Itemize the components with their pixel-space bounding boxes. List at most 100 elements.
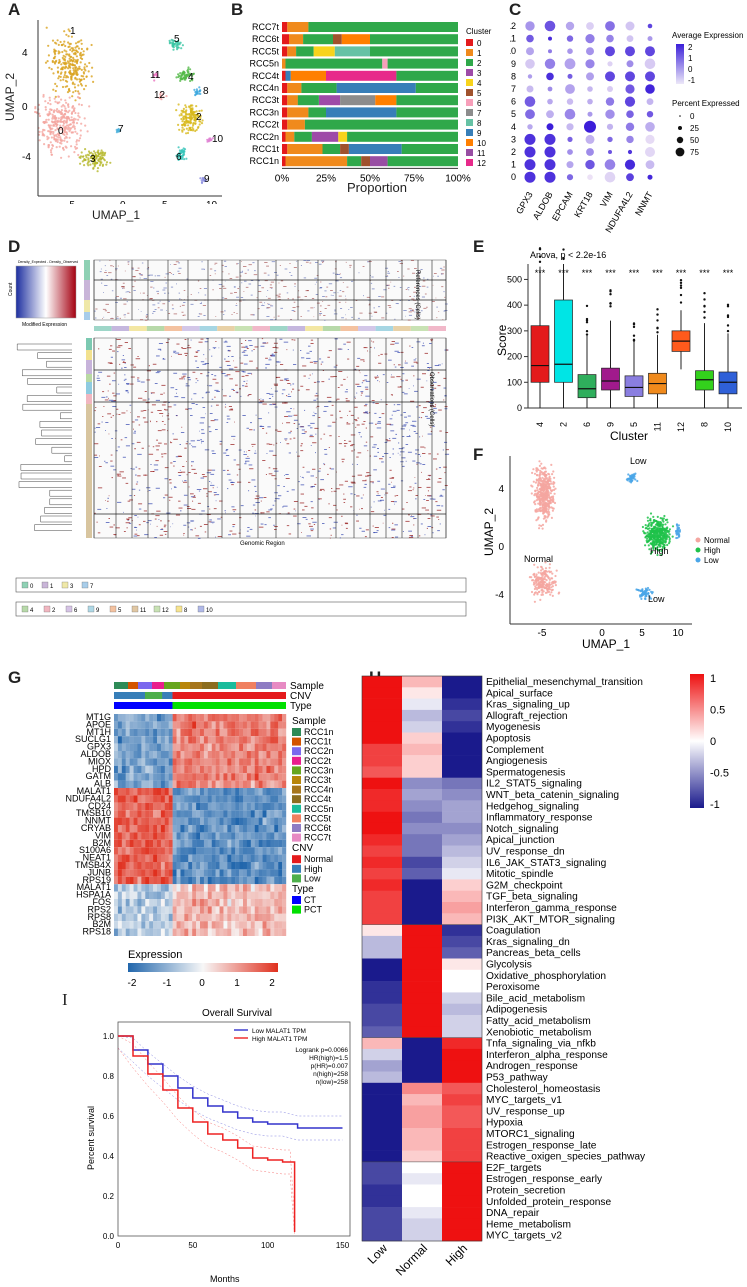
d-obs-mark: [203, 524, 208, 525]
b-category-label: RCC6t: [252, 34, 280, 44]
f-point: [653, 540, 656, 543]
g-heat-cell: [207, 758, 212, 766]
d-ref-mark: [124, 316, 126, 318]
d-obs-mark: [126, 383, 130, 385]
d-obs-mark: [214, 389, 219, 391]
g-heat-cell: [125, 714, 130, 722]
d-ref-mark: [110, 278, 113, 280]
d-obs-mark: [351, 475, 356, 477]
d-obs-mark: [272, 347, 277, 348]
d-obs-mark: [137, 475, 141, 477]
umap-point: [59, 126, 62, 129]
e-xtick-label: 12: [676, 422, 686, 432]
d-obs-mark: [133, 432, 136, 434]
d-ref-mark: [283, 286, 287, 287]
g-cnv-track-high: [114, 692, 173, 699]
d-obs-mark: [436, 516, 439, 518]
d-ref-mark: [199, 313, 203, 315]
d-obs-mark: [271, 353, 274, 355]
umap-point: [184, 104, 187, 107]
umap-point: [58, 145, 61, 148]
d-ref-mark: [204, 269, 205, 270]
umap-point: [56, 119, 60, 122]
f-legend-label: Low: [704, 556, 719, 565]
d-obs-mark: [343, 502, 346, 503]
d-ref-mark: [290, 275, 293, 276]
d-obs-mark: [335, 399, 338, 401]
g-heat-cell: [227, 714, 232, 722]
d-obs-mark: [116, 473, 121, 475]
d-ref-mark: [99, 271, 102, 273]
d-obs-mark: [269, 393, 274, 395]
d-obs-legend-box: [15, 601, 467, 617]
d-ref-mark: [395, 303, 399, 304]
umap-point: [76, 45, 79, 48]
d-obs-mark: [303, 375, 306, 377]
f-point: [538, 527, 541, 530]
umap-point: [74, 147, 77, 150]
f-point: [533, 472, 537, 475]
d-obs-mark: [429, 426, 432, 428]
f-point: [540, 569, 543, 572]
d-ref-mark: [327, 304, 331, 306]
d-obs-mark: [253, 429, 255, 431]
d-obs-mark: [151, 404, 156, 406]
d-obs-mark: [143, 510, 147, 512]
d-obs-mark: [118, 383, 120, 385]
d-obs-mark: [293, 408, 295, 410]
d-obs-mark: [434, 404, 437, 406]
d-obs-mark: [273, 351, 278, 353]
d-obs-mark: [267, 342, 269, 344]
d-obs-mark: [324, 449, 327, 450]
d-ref-mark: [94, 310, 96, 312]
d-obs-mark: [372, 341, 375, 343]
f-point: [546, 480, 549, 483]
d-obs-mark: [345, 400, 350, 402]
d-obs-mark: [346, 423, 351, 425]
d-obs-mark: [258, 399, 260, 401]
c-dot: [608, 150, 612, 154]
d-obs-mark: [185, 443, 188, 445]
g-heat-cell: [196, 736, 201, 744]
umap-point: [204, 179, 207, 182]
d-ref-mark: [386, 284, 390, 286]
umap-point: [185, 157, 188, 160]
d-ref-mark: [203, 288, 208, 289]
d-obs-mark: [197, 380, 199, 382]
d-ref-mark: [140, 311, 142, 312]
f-point: [540, 524, 543, 527]
d-obs-mark: [424, 534, 426, 536]
d-obs-mark: [318, 498, 322, 500]
d-obs-mark: [191, 403, 195, 404]
g-heat-cell: [188, 714, 193, 722]
g-heat-cell: [188, 743, 193, 751]
umap-point: [117, 127, 120, 131]
d-obs-mark: [107, 362, 113, 364]
g-heat-cell: [157, 728, 162, 737]
g-heat-cell: [235, 758, 240, 766]
d-ref-mark: [345, 295, 346, 297]
d-ref-mark: [412, 272, 416, 274]
d-ref-mark: [223, 314, 225, 315]
d-obs-mark: [301, 357, 305, 359]
g-heat-cell: [211, 721, 216, 729]
g-heat-cell: [211, 714, 216, 722]
umap-point: [175, 109, 178, 112]
g-heat-cell: [141, 765, 146, 774]
umap-point: [109, 161, 112, 164]
g-heat-cell: [270, 728, 275, 737]
d-obs-mark: [372, 482, 374, 484]
d-obs-mark: [172, 523, 174, 525]
d-ref-mark: [236, 303, 237, 304]
d-dendro-branch: [64, 455, 72, 463]
f-point: [541, 471, 544, 474]
panel-d-cnv-heatmap: Density_Expected - Density_Observed Modi…: [8, 259, 467, 617]
umap-point: [60, 63, 63, 66]
d-ref-mark: [339, 277, 343, 279]
d-ref-mark: [162, 303, 166, 305]
d-ref-mark: [124, 314, 126, 316]
c-dot: [625, 84, 635, 94]
umap-point: [70, 131, 74, 134]
e-outlier: [703, 316, 706, 319]
d-obs-mark: [277, 485, 280, 487]
